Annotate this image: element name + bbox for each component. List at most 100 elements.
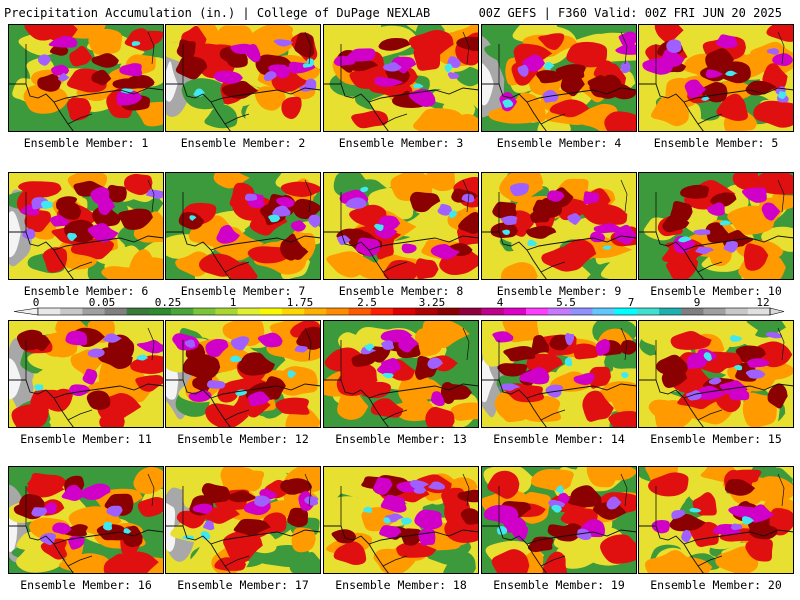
precip-map-18	[323, 466, 479, 574]
precip-map-6	[8, 172, 164, 280]
ensemble-member-label: Ensemble Member: 9	[496, 284, 622, 298]
precip-map-1	[8, 24, 164, 132]
precip-map-16	[8, 466, 164, 574]
colorbar-swatch	[592, 308, 616, 315]
ensemble-panel-9	[481, 172, 637, 280]
colorbar-swatch	[104, 308, 128, 315]
ensemble-panel-19	[481, 466, 637, 574]
ensemble-panel-7	[165, 172, 321, 280]
ensemble-member-label: Ensemble Member: 2	[180, 136, 306, 150]
ensemble-member-label: Ensemble Member: 5	[653, 136, 779, 150]
colorbar-swatch	[681, 308, 704, 315]
ensemble-member-label: Ensemble Member: 7	[180, 284, 306, 298]
precip-map-7	[165, 172, 321, 280]
colorbar-tick-label: 0.05	[89, 298, 116, 309]
colorbar-tick-label: 1	[230, 298, 237, 309]
colorbar-swatch	[237, 308, 261, 315]
ensemble-member-label: Ensemble Member: 4	[496, 136, 622, 150]
colorbar-swatch	[548, 308, 571, 315]
precip-map-10	[638, 172, 794, 280]
colorbar-swatch	[459, 308, 482, 315]
colorbar-swatch	[148, 308, 172, 315]
ensemble-member-label: Ensemble Member: 13	[335, 432, 467, 446]
ensemble-member-label: Ensemble Member: 16	[20, 578, 152, 592]
precip-map-4	[481, 24, 637, 132]
ensemble-panel-16	[8, 466, 164, 574]
map-header-right: 00Z GEFS | F360 Valid: 00Z FRI JUN 20 20…	[478, 6, 782, 20]
colorbar-min-arrow	[13, 307, 39, 316]
colorbar-tick-label: 1.75	[287, 298, 314, 309]
colorbar-swatch	[348, 308, 372, 315]
colorbar-swatch	[747, 308, 771, 315]
ensemble-member-label: Ensemble Member: 11	[20, 432, 152, 446]
ensemble-panel-14	[481, 320, 637, 428]
colorbar-swatch	[437, 308, 460, 315]
ensemble-member-label: Ensemble Member: 18	[335, 578, 467, 592]
precip-map-9	[481, 172, 637, 280]
precip-map-12	[165, 320, 321, 428]
precip-map-14	[481, 320, 637, 428]
ensemble-panel-13	[323, 320, 479, 428]
ensemble-member-label: Ensemble Member: 12	[177, 432, 309, 446]
ensemble-member-label: Ensemble Member: 20	[650, 578, 782, 592]
precip-map-17	[165, 466, 321, 574]
precip-map-8	[323, 172, 479, 280]
colorbar-swatch	[481, 308, 505, 315]
colorbar-swatch	[659, 308, 682, 315]
ensemble-panel-20	[638, 466, 794, 574]
colorbar-swatch	[193, 308, 216, 315]
colorbar-tick-label: 4	[497, 298, 504, 309]
colorbar-tick-label: 5.5	[556, 298, 576, 309]
colorbar-tick-label: 9	[694, 298, 701, 309]
ensemble-member-label: Ensemble Member: 19	[493, 578, 625, 592]
colorbar-swatch	[370, 308, 394, 315]
precip-map-19	[481, 466, 637, 574]
precip-map-5	[638, 24, 794, 132]
colorbar-tick-label: 0.25	[155, 298, 182, 309]
precip-map-2	[165, 24, 321, 132]
colorbar-swatch	[392, 308, 416, 315]
colorbar-swatch	[215, 308, 238, 315]
colorbar-swatch	[304, 308, 327, 315]
colorbar-max-arrow	[769, 307, 785, 316]
precip-map-13	[323, 320, 479, 428]
colorbar-swatch	[526, 308, 549, 315]
colorbar-swatch	[171, 308, 194, 315]
ensemble-member-label: Ensemble Member: 14	[493, 432, 625, 446]
map-header-left: Precipitation Accumulation (in.) | Colle…	[4, 6, 431, 20]
colorbar-swatch	[326, 308, 349, 315]
colorbar-swatch	[259, 308, 283, 315]
ensemble-member-label: Ensemble Member: 10	[650, 284, 782, 298]
colorbar-tick-label: 7	[628, 298, 635, 309]
ensemble-panel-15	[638, 320, 794, 428]
precip-map-11	[8, 320, 164, 428]
ensemble-panel-12	[165, 320, 321, 428]
colorbar-swatch	[282, 308, 305, 315]
ensemble-member-label: Ensemble Member: 1	[23, 136, 149, 150]
ensemble-panel-2	[165, 24, 321, 132]
ensemble-panel-6	[8, 172, 164, 280]
colorbar-swatch	[636, 308, 660, 315]
colorbar-tick-label: 3.25	[419, 298, 446, 309]
ensemble-panel-11	[8, 320, 164, 428]
ensemble-member-label: Ensemble Member: 3	[338, 136, 464, 150]
colorbar-tick-label: 12	[756, 298, 769, 309]
colorbar-tick-label: 0	[33, 298, 40, 309]
ensemble-panel-10	[638, 172, 794, 280]
ensemble-panel-17	[165, 466, 321, 574]
ensemble-member-label: Ensemble Member: 8	[338, 284, 464, 298]
colorbar-swatch	[38, 308, 61, 315]
ensemble-member-label: Ensemble Member: 6	[23, 284, 149, 298]
ensemble-panel-3	[323, 24, 479, 132]
ensemble-panel-8	[323, 172, 479, 280]
colorbar-swatch	[126, 308, 150, 315]
ensemble-panel-1	[8, 24, 164, 132]
ensemble-panel-5	[638, 24, 794, 132]
colorbar-tick-label: 2.5	[357, 298, 377, 309]
ensemble-member-label: Ensemble Member: 17	[177, 578, 309, 592]
precip-map-15	[638, 320, 794, 428]
colorbar-swatch	[725, 308, 749, 315]
colorbar-swatch	[570, 308, 593, 315]
colorbar-swatch	[415, 308, 438, 315]
precip-map-3	[323, 24, 479, 132]
